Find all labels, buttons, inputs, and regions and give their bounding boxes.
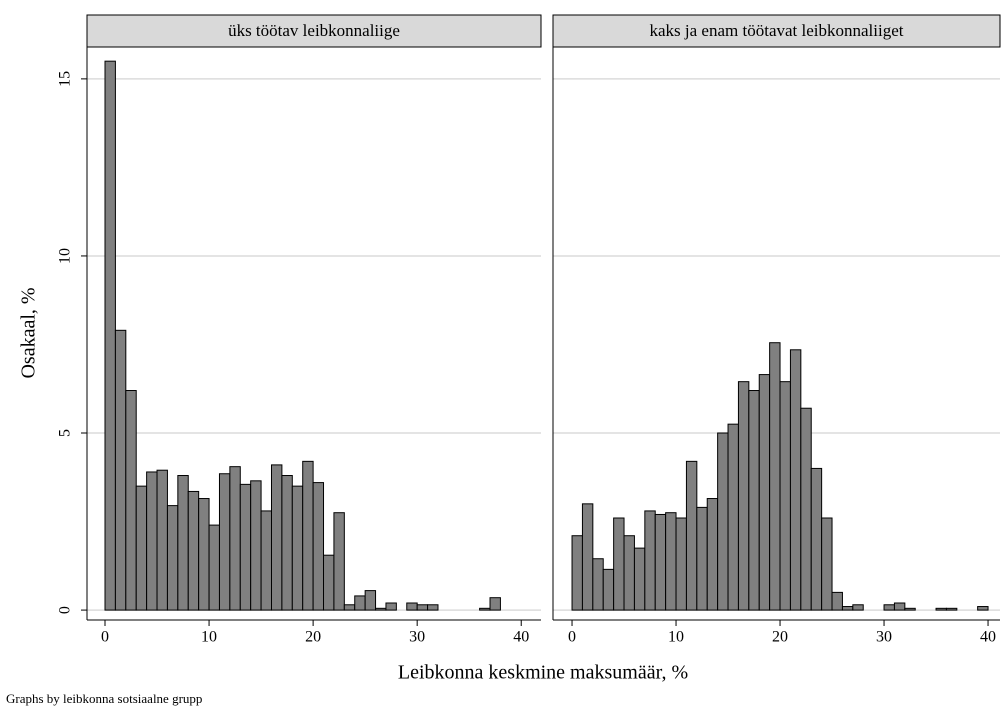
bar — [375, 607, 387, 611]
bar — [198, 498, 210, 611]
bar — [821, 517, 833, 611]
bar — [489, 597, 501, 611]
bar — [229, 466, 241, 611]
bar — [654, 513, 667, 611]
bar — [665, 512, 677, 611]
x-tick-label: 20 — [305, 629, 321, 646]
bar — [841, 606, 854, 611]
bar — [935, 607, 947, 611]
bar — [166, 505, 179, 611]
x-tick-label: 20 — [772, 629, 788, 646]
bar — [218, 473, 231, 611]
bar — [239, 483, 252, 611]
bar — [571, 535, 583, 611]
bar — [354, 595, 366, 611]
bar — [114, 329, 127, 611]
bar — [333, 512, 345, 611]
y-tick-label: 5 — [57, 429, 74, 437]
bar — [675, 517, 687, 611]
panel-title: üks töötav leibkonnaliige — [228, 21, 400, 40]
bar — [727, 423, 739, 611]
bar — [250, 480, 262, 611]
note: Graphs by leibkonna sotsiaalne grupp — [6, 691, 202, 706]
bar — [737, 381, 750, 611]
bar — [810, 467, 823, 611]
bar — [323, 554, 335, 611]
bar — [883, 604, 895, 611]
bar — [717, 432, 729, 611]
bar — [343, 604, 356, 611]
bar — [789, 349, 802, 611]
bar — [260, 510, 272, 611]
bar — [696, 506, 708, 611]
bar — [581, 503, 594, 611]
y-tick-label: 0 — [57, 606, 74, 614]
bar — [945, 607, 958, 611]
bar — [427, 604, 439, 611]
panel-header — [86, 14, 542, 48]
panel-header — [552, 14, 1001, 48]
bar — [302, 460, 314, 611]
bar — [364, 590, 377, 611]
y-axis-label: Osakaal, % — [18, 287, 40, 378]
x-tick-label: 30 — [876, 629, 892, 646]
bar — [146, 471, 158, 611]
bar — [633, 547, 646, 611]
bar — [831, 591, 843, 611]
bar — [852, 604, 864, 611]
bar — [416, 604, 429, 611]
bar — [270, 464, 283, 611]
bar — [208, 524, 220, 611]
x-tick-label: 10 — [668, 629, 684, 646]
bar — [177, 475, 189, 611]
bar — [644, 510, 656, 611]
x-tick-label: 0 — [568, 629, 576, 646]
bar — [800, 407, 812, 611]
bar — [187, 490, 200, 611]
bar — [904, 607, 916, 611]
bar — [291, 485, 304, 611]
bar — [104, 60, 116, 611]
bar — [613, 517, 625, 611]
bar — [406, 602, 418, 611]
bar — [135, 485, 148, 611]
bar — [706, 498, 719, 611]
bar — [685, 460, 698, 611]
bar — [385, 602, 397, 611]
bar — [748, 390, 760, 611]
bar — [602, 568, 615, 611]
x-tick-label: 10 — [201, 629, 217, 646]
x-tick-label: 40 — [513, 629, 529, 646]
bar — [125, 390, 137, 611]
y-tick-label: 15 — [57, 71, 74, 87]
bar — [479, 607, 491, 611]
y-tick-label: 10 — [57, 248, 74, 264]
x-axis-label: Leibkonna keskmine maksumäär, % — [398, 662, 688, 684]
bar — [623, 535, 635, 611]
bar — [281, 475, 293, 611]
bar — [893, 602, 906, 611]
bar — [312, 482, 325, 611]
bar — [769, 342, 781, 611]
bar — [156, 469, 168, 611]
bar — [977, 606, 989, 611]
bar — [758, 374, 771, 611]
x-tick-label: 40 — [980, 629, 996, 646]
x-tick-label: 30 — [409, 629, 425, 646]
bar — [779, 381, 791, 611]
x-tick-label: 0 — [101, 629, 109, 646]
bar — [592, 558, 604, 611]
panel-title: kaks ja enam töötavat leibkonnaliiget — [650, 21, 904, 40]
